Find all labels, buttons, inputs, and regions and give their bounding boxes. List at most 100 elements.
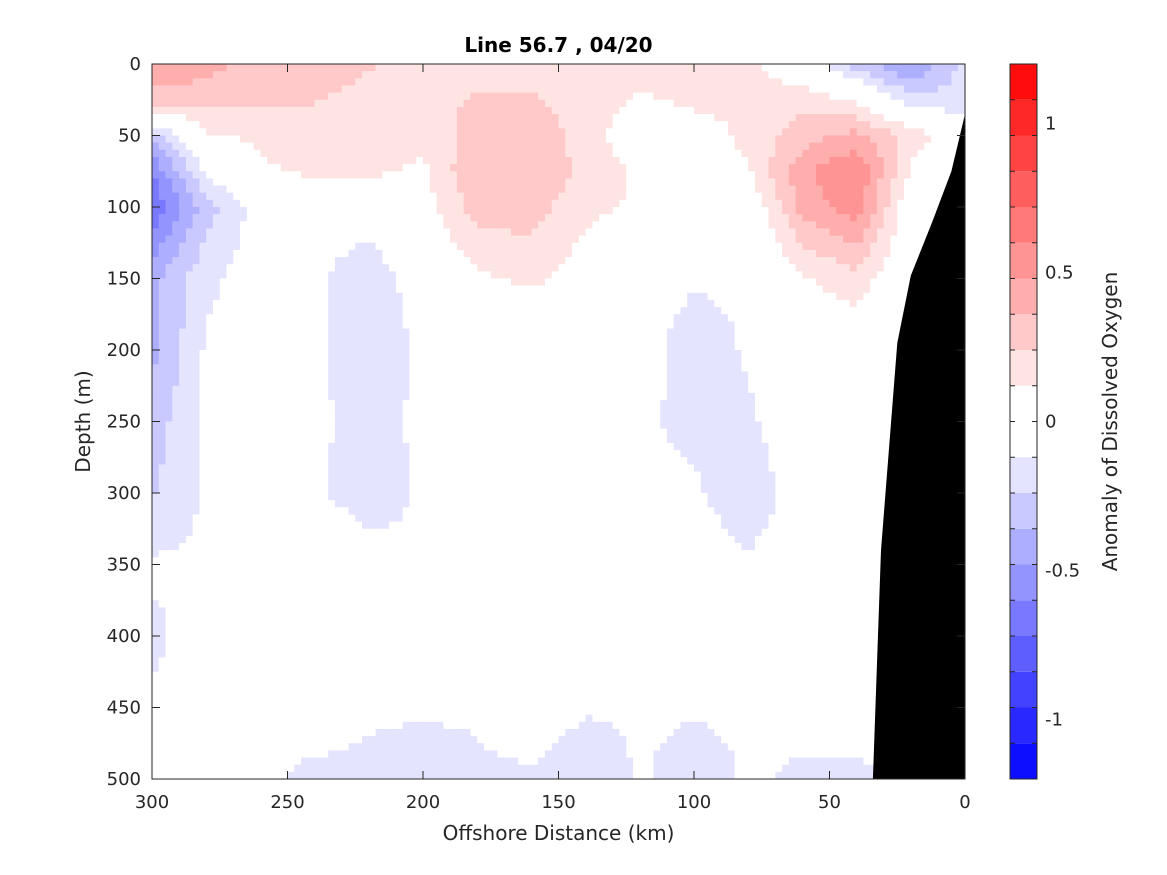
heatmap-cell bbox=[307, 106, 316, 115]
heatmap-cell bbox=[497, 99, 505, 108]
heatmap-cell bbox=[585, 164, 593, 172]
heatmap-cell bbox=[768, 192, 776, 201]
heatmap-cell bbox=[497, 92, 505, 101]
heatmap-cell bbox=[626, 99, 634, 108]
heatmap-cell bbox=[206, 71, 214, 79]
heatmap-cell bbox=[768, 106, 776, 115]
heatmap-cell bbox=[843, 121, 851, 129]
heatmap-cell bbox=[450, 92, 458, 101]
heatmap-cell bbox=[815, 307, 824, 315]
heatmap-cell bbox=[240, 78, 248, 87]
heatmap-cell bbox=[897, 299, 905, 308]
heatmap-cell bbox=[192, 178, 201, 187]
heatmap-cell bbox=[179, 335, 187, 344]
heatmap-cell bbox=[240, 64, 248, 72]
heatmap-cell bbox=[788, 164, 797, 172]
heatmap-cell bbox=[822, 342, 831, 351]
heatmap-cell bbox=[795, 314, 804, 322]
heatmap-cell bbox=[470, 321, 478, 330]
heatmap-cell bbox=[267, 164, 275, 172]
heatmap-cell bbox=[443, 142, 451, 151]
heatmap-cell bbox=[233, 71, 241, 79]
heatmap-cell bbox=[490, 106, 499, 115]
heatmap-cell bbox=[395, 121, 404, 129]
heatmap-cell bbox=[599, 271, 607, 280]
heatmap-cell bbox=[382, 199, 390, 208]
heatmap-cell bbox=[741, 99, 749, 108]
heatmap-cell bbox=[334, 264, 343, 272]
heatmap-cell bbox=[321, 171, 329, 179]
heatmap-cell bbox=[734, 249, 743, 258]
heatmap-cell bbox=[470, 328, 478, 337]
heatmap-cell bbox=[707, 199, 715, 208]
heatmap-cell bbox=[267, 207, 275, 215]
heatmap-cell bbox=[517, 135, 526, 144]
heatmap-cell bbox=[328, 328, 336, 337]
heatmap-cell bbox=[870, 164, 878, 172]
heatmap-cell bbox=[341, 285, 350, 294]
heatmap-cell bbox=[897, 228, 905, 237]
heatmap-cell bbox=[951, 71, 959, 79]
heatmap-cell bbox=[626, 278, 634, 287]
heatmap-cell bbox=[890, 242, 898, 251]
heatmap-cell bbox=[362, 142, 370, 151]
heatmap-cell bbox=[666, 78, 675, 87]
heatmap-cell bbox=[524, 357, 533, 365]
heatmap-cell bbox=[795, 321, 804, 330]
heatmap-cell bbox=[294, 149, 302, 158]
heatmap-cell bbox=[626, 142, 634, 151]
heatmap-cell bbox=[558, 335, 566, 344]
heatmap-cell bbox=[754, 207, 763, 215]
heatmap-cell bbox=[477, 85, 485, 94]
heatmap-cell bbox=[212, 164, 221, 172]
heatmap-cell bbox=[341, 64, 350, 72]
heatmap-cell bbox=[741, 114, 749, 122]
heatmap-cell bbox=[836, 207, 844, 215]
heatmap-cell bbox=[849, 299, 858, 308]
heatmap-cell bbox=[511, 106, 519, 115]
heatmap-cell bbox=[152, 85, 160, 94]
heatmap-cell bbox=[253, 142, 261, 151]
heatmap-cell bbox=[809, 149, 817, 158]
heatmap-cell bbox=[233, 149, 241, 158]
heatmap-cell bbox=[802, 228, 810, 237]
heatmap-cell bbox=[504, 78, 512, 87]
heatmap-cell bbox=[192, 106, 201, 115]
heatmap-cell bbox=[362, 249, 370, 258]
heatmap-cell bbox=[233, 228, 241, 237]
heatmap-cell bbox=[605, 114, 614, 122]
heatmap-cell bbox=[152, 335, 160, 344]
heatmap-cell bbox=[341, 207, 350, 215]
heatmap-cell bbox=[666, 342, 675, 351]
heatmap-cell bbox=[185, 271, 194, 280]
heatmap-cell bbox=[341, 350, 350, 358]
heatmap-cell bbox=[192, 271, 201, 280]
heatmap-cell bbox=[226, 78, 234, 87]
heatmap-cell bbox=[301, 357, 309, 365]
heatmap-cell bbox=[368, 307, 377, 315]
heatmap-cell bbox=[687, 114, 695, 122]
heatmap-cell bbox=[185, 257, 194, 265]
heatmap-cell bbox=[565, 185, 573, 194]
heatmap-cell bbox=[172, 242, 180, 251]
heatmap-cell bbox=[240, 235, 248, 244]
heatmap-cell bbox=[477, 249, 485, 258]
heatmap-cell bbox=[402, 321, 411, 330]
heatmap-cell bbox=[694, 235, 702, 244]
heatmap-cell bbox=[375, 278, 383, 287]
heatmap-cell bbox=[680, 85, 688, 94]
heatmap-cell bbox=[694, 321, 702, 330]
heatmap-cell bbox=[822, 64, 831, 72]
heatmap-cell bbox=[633, 321, 641, 330]
heatmap-cell bbox=[511, 192, 519, 201]
heatmap-cell bbox=[897, 149, 905, 158]
heatmap-cell bbox=[795, 199, 804, 208]
heatmap-cell bbox=[646, 242, 654, 251]
heatmap-cell bbox=[721, 99, 729, 108]
heatmap-cell bbox=[517, 199, 526, 208]
heatmap-cell bbox=[856, 199, 864, 208]
heatmap-cell bbox=[592, 149, 600, 158]
heatmap-cell bbox=[653, 142, 661, 151]
heatmap-cell bbox=[328, 135, 336, 144]
heatmap-cell bbox=[206, 164, 214, 172]
